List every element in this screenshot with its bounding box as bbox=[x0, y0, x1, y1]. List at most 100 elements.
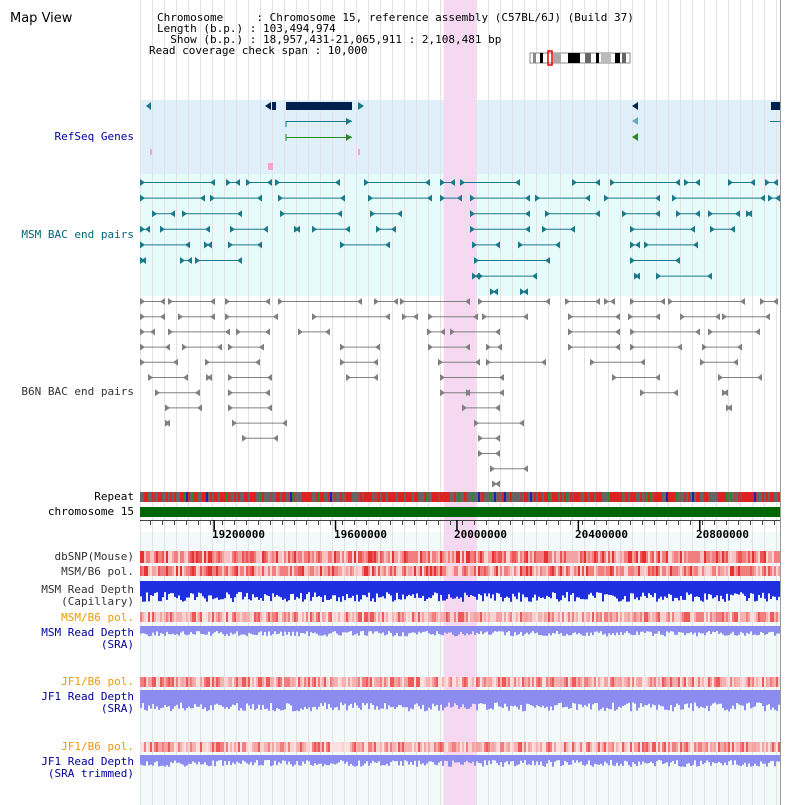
heat-cell bbox=[210, 742, 212, 752]
heat-cell bbox=[496, 742, 498, 752]
heat-cell bbox=[752, 566, 754, 576]
heat-cell bbox=[668, 742, 670, 752]
track-label-msm-depth-capillary: MSM Read Depth bbox=[41, 583, 134, 596]
depth-bar bbox=[552, 626, 554, 633]
msm-bac-pair-end bbox=[210, 179, 215, 186]
repeat-cell bbox=[198, 492, 200, 502]
depth-bar bbox=[462, 581, 464, 602]
heat-cell bbox=[324, 742, 326, 752]
heat-cell bbox=[542, 742, 544, 752]
track-label-msm-bac[interactable]: MSM BAC end pairs bbox=[21, 228, 134, 241]
depth-bar bbox=[604, 690, 606, 711]
heat-cell bbox=[170, 677, 172, 687]
depth-bar bbox=[148, 755, 150, 766]
heat-cell bbox=[626, 551, 628, 563]
repeat-cell bbox=[604, 492, 606, 502]
depth-bar bbox=[662, 626, 664, 635]
heat-cell bbox=[282, 612, 284, 622]
track-label-b6n-bac[interactable]: B6N BAC end pairs bbox=[21, 385, 134, 398]
depth-bar bbox=[326, 755, 328, 766]
depth-bar bbox=[678, 755, 680, 767]
heat-cell bbox=[696, 742, 698, 752]
heat-cell bbox=[286, 566, 288, 576]
axis-tick-label: 20400000 bbox=[575, 528, 628, 541]
depth-bar bbox=[700, 581, 702, 601]
depth-bar bbox=[514, 755, 516, 767]
heat-cell bbox=[462, 612, 464, 622]
depth-bar bbox=[472, 690, 474, 704]
heat-cell bbox=[230, 566, 232, 576]
repeat-cell bbox=[148, 492, 150, 502]
heat-cell bbox=[726, 742, 728, 752]
heat-cell bbox=[478, 566, 480, 576]
heat-cell bbox=[144, 566, 146, 576]
depth-bar bbox=[256, 626, 258, 636]
heat-cell bbox=[424, 612, 426, 622]
heat-cell bbox=[506, 612, 508, 622]
depth-bar bbox=[430, 581, 432, 599]
heat-cell bbox=[562, 677, 564, 687]
heat-cell bbox=[156, 742, 158, 752]
depth-bar bbox=[640, 626, 642, 632]
ideogram-band bbox=[553, 53, 561, 63]
heat-cell bbox=[188, 742, 190, 752]
depth-bar bbox=[492, 755, 494, 761]
heat-cell bbox=[198, 742, 200, 752]
depth-bar bbox=[678, 581, 680, 601]
depth-bar bbox=[256, 581, 258, 598]
depth-bar bbox=[196, 626, 198, 632]
heat-cell bbox=[492, 677, 494, 687]
depth-bar bbox=[636, 755, 638, 767]
msm-bac-pair-end bbox=[635, 241, 640, 249]
heat-cell bbox=[392, 612, 394, 622]
depth-bar bbox=[732, 581, 734, 596]
heat-cell bbox=[378, 742, 380, 752]
depth-bar bbox=[266, 755, 268, 761]
depth-bar bbox=[406, 755, 408, 762]
heat-cell bbox=[140, 566, 142, 576]
depth-bar bbox=[254, 626, 256, 635]
b6n-bac-pair-end bbox=[565, 298, 570, 305]
depth-bar bbox=[758, 626, 760, 635]
heat-cell bbox=[418, 677, 420, 687]
b6n-bac-pair-end bbox=[486, 343, 491, 351]
heat-cell bbox=[664, 742, 666, 752]
heat-cell bbox=[664, 566, 666, 576]
depth-bar bbox=[330, 755, 332, 764]
heat-cell bbox=[586, 551, 588, 563]
msm-bac-pair-end bbox=[210, 194, 215, 202]
heat-cell bbox=[274, 677, 276, 687]
heat-cell bbox=[594, 566, 596, 576]
heat-cell bbox=[638, 742, 640, 752]
heat-cell bbox=[220, 551, 222, 563]
heat-cell bbox=[324, 612, 326, 622]
heat-cell bbox=[624, 612, 626, 622]
heat-cell bbox=[206, 551, 208, 563]
heat-cell bbox=[532, 551, 534, 563]
heat-cell bbox=[434, 742, 436, 752]
depth-bar bbox=[336, 755, 338, 764]
track-label-refseq-genes[interactable]: RefSeq Genes bbox=[54, 130, 134, 143]
depth-bar bbox=[172, 755, 174, 764]
heat-cell bbox=[634, 612, 636, 622]
heat-cell bbox=[712, 551, 714, 563]
heat-cell bbox=[376, 612, 378, 622]
depth-bar bbox=[624, 690, 626, 706]
depth-bar bbox=[162, 690, 164, 708]
heat-cell bbox=[252, 566, 254, 576]
heat-cell bbox=[412, 742, 414, 752]
msm-bac-pair-end bbox=[728, 179, 733, 186]
depth-bar bbox=[172, 690, 174, 709]
heat-cell bbox=[300, 551, 302, 563]
repeat-cell bbox=[152, 492, 154, 502]
heat-cell bbox=[188, 612, 190, 622]
heat-cell bbox=[514, 742, 516, 752]
heat-cell bbox=[432, 612, 434, 622]
heat-cell bbox=[692, 551, 694, 563]
repeat-cell bbox=[322, 492, 324, 502]
heat-cell bbox=[728, 551, 730, 563]
depth-bar bbox=[322, 581, 324, 602]
depth-bar bbox=[760, 690, 762, 704]
heat-cell bbox=[316, 742, 318, 752]
